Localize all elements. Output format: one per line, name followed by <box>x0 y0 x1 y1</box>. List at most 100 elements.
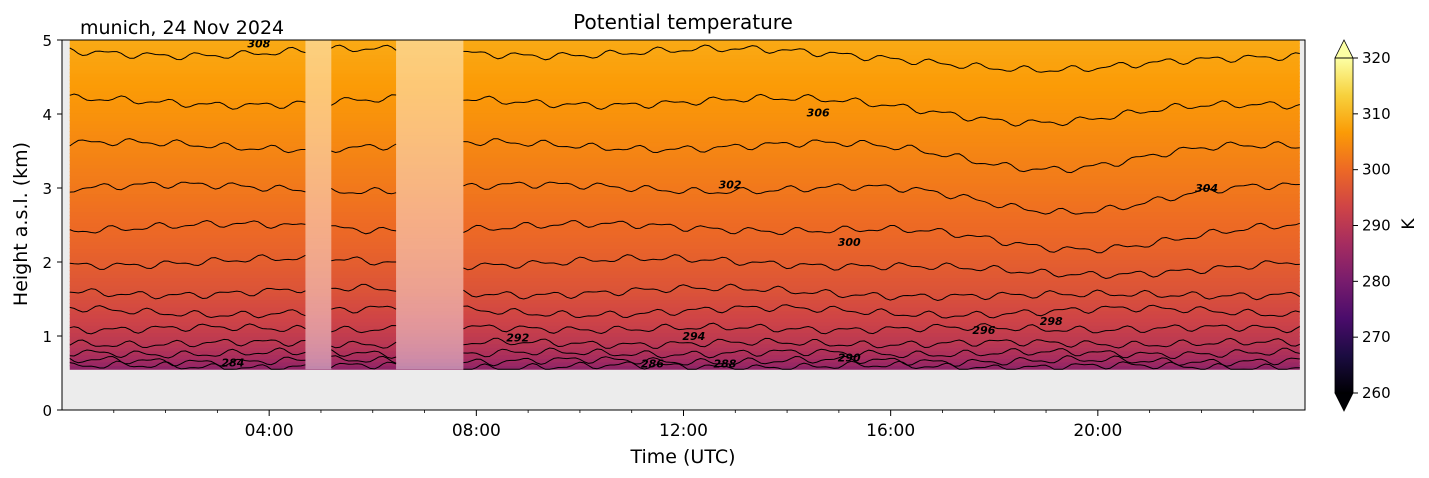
contour-line-298 <box>69 254 1300 280</box>
contour-line-292 <box>69 322 1301 335</box>
field-strip <box>69 138 1300 143</box>
y-tick-label: 5 <box>42 32 52 50</box>
contour-line-296 <box>69 283 1301 302</box>
contour-label: 300 <box>838 236 861 249</box>
field-strip <box>69 273 1300 279</box>
field-strip <box>69 226 1300 231</box>
field-strip <box>69 54 1300 59</box>
contour-label: 304 <box>1195 182 1218 195</box>
field-strip <box>69 76 1300 81</box>
field-strip <box>69 324 1300 330</box>
field-strip <box>69 119 1300 125</box>
colorbar: 260 270 280 290 300 310 320 <box>1334 39 1391 412</box>
contour-label: 292 <box>506 331 529 344</box>
contour-line-294 <box>69 304 1300 319</box>
colorbar-tick-label: 290 <box>1362 217 1391 235</box>
field-strip <box>69 43 1300 48</box>
field-strip <box>69 317 1300 323</box>
colorbar-extend-max <box>1334 39 1354 59</box>
field-strip <box>69 229 1300 235</box>
contour-line-302 <box>69 181 1300 215</box>
colorbar-tick-label: 320 <box>1362 49 1391 67</box>
field-strip <box>69 357 1300 363</box>
field-strip <box>69 291 1300 297</box>
x-tick-label: 12:00 <box>659 421 708 441</box>
field-strip <box>69 266 1300 272</box>
colorbar-tick-label: 270 <box>1362 328 1391 346</box>
field-strip <box>69 295 1300 301</box>
field-strip <box>69 350 1300 356</box>
missing-data-overlays <box>305 40 464 370</box>
field-strip <box>69 65 1300 70</box>
field-strip <box>69 152 1300 158</box>
x-tick-label: 20:00 <box>1073 421 1122 441</box>
contour-label: 288 <box>713 357 736 370</box>
field-strip <box>69 218 1300 224</box>
colorbar-extend-min <box>1334 392 1354 412</box>
field-strip <box>69 160 1300 165</box>
field-strip <box>69 50 1300 56</box>
field-strip <box>69 262 1300 268</box>
y-axis: 0 1 2 3 4 5 <box>42 32 62 420</box>
contour-label: 284 <box>221 357 244 370</box>
field-strip <box>69 211 1300 217</box>
y-tick-label: 3 <box>42 180 52 198</box>
y-tick-label: 0 <box>42 402 52 420</box>
contour-label: 298 <box>1040 315 1063 328</box>
contour-lines <box>69 44 1301 370</box>
field-strip <box>69 248 1300 253</box>
field-strip <box>69 200 1300 206</box>
colorbar-gradient <box>1335 58 1353 393</box>
missing-data-band <box>305 40 332 370</box>
field-strip <box>69 255 1300 261</box>
field-strip <box>69 233 1300 239</box>
field-strip <box>69 174 1300 180</box>
field-strip <box>69 141 1300 147</box>
contour-label: 308 <box>247 38 270 51</box>
field-strip <box>69 240 1300 246</box>
field-strip <box>69 196 1300 202</box>
field-strip <box>69 87 1300 92</box>
field-strip <box>69 163 1300 169</box>
field-strip <box>69 346 1300 352</box>
field-strip <box>69 222 1300 228</box>
field-strip <box>69 145 1300 151</box>
contour-line-304 <box>69 138 1300 174</box>
x-tick-label: 08:00 <box>452 421 501 441</box>
field-strip <box>69 284 1300 290</box>
field-strip <box>69 306 1300 312</box>
contour-line-300 <box>69 219 1300 254</box>
field-strip <box>69 68 1300 74</box>
contour-line-284 <box>69 360 1300 370</box>
field-strip <box>69 299 1300 304</box>
field-strip <box>69 182 1300 187</box>
location-date-label: munich, 24 Nov 2024 <box>80 17 284 39</box>
field-strip <box>69 178 1300 184</box>
field-strip <box>69 310 1300 315</box>
field-strip <box>69 193 1300 198</box>
colorbar-tick-label: 300 <box>1362 161 1391 179</box>
field-strip <box>69 57 1300 63</box>
y-tick-label: 4 <box>42 106 52 124</box>
field-strip <box>69 280 1300 286</box>
field-strip <box>69 207 1300 213</box>
contour-line-308 <box>69 44 1300 73</box>
field-strip <box>69 105 1300 111</box>
missing-data-band <box>396 40 464 370</box>
contour-label: 286 <box>641 357 664 370</box>
field-strip <box>69 237 1300 242</box>
field-strip <box>69 46 1300 52</box>
contour-line-288 <box>69 347 1300 360</box>
field-strip <box>69 149 1300 154</box>
field-strip <box>69 354 1300 359</box>
contour-label: 302 <box>719 178 742 191</box>
field-strip <box>69 343 1300 348</box>
field-strip <box>69 116 1300 121</box>
x-axis: 04:00 08:00 12:00 16:00 20:00 <box>113 410 1254 441</box>
field-strip <box>69 90 1300 96</box>
field-strip <box>69 321 1300 326</box>
field-strip <box>69 72 1300 78</box>
colorbar-label: K <box>1399 218 1419 230</box>
